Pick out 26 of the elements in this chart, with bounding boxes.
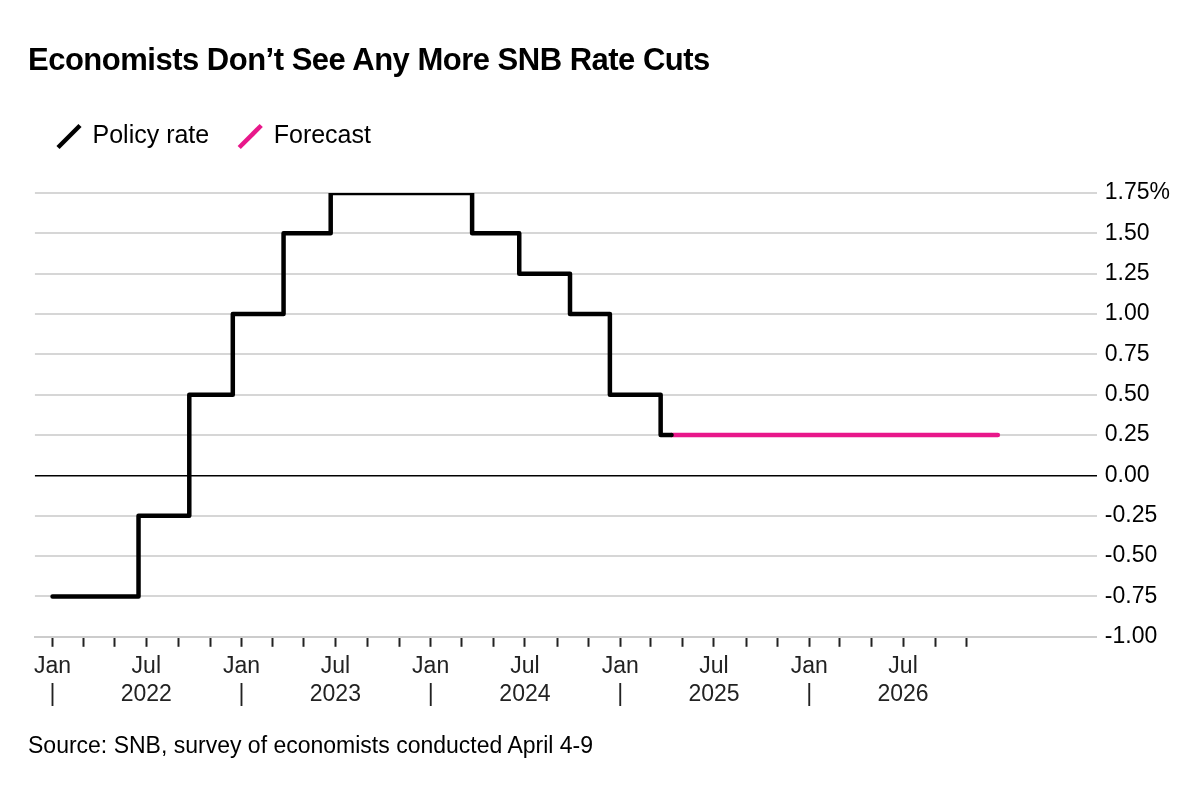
x-tick-label: Jul 2026	[877, 651, 929, 706]
x-tick-label: Jan |	[33, 651, 72, 706]
y-tick-label: 0.50	[1104, 380, 1150, 407]
y-tick-label: -0.25	[1104, 501, 1158, 528]
y-tick-label: 0.25	[1104, 420, 1150, 447]
y-tick-label: -1.00	[1104, 622, 1158, 649]
y-tick-label: 1.25	[1104, 259, 1150, 286]
x-tick-label: Jul 2024	[499, 651, 551, 706]
y-tick-label: 0.75	[1104, 339, 1150, 366]
x-tick-label: Jan |	[601, 651, 639, 706]
y-tick-label: 1.75%	[1104, 178, 1170, 205]
x-tick-label: Jan |	[412, 651, 450, 706]
x-tick-label: Jan |	[790, 651, 828, 706]
x-tick-label: Jul 2022	[120, 651, 172, 706]
x-tick-label: Jul 2023	[309, 651, 361, 706]
y-tick-label: 0.00	[1104, 460, 1150, 487]
x-tick-label: Jul 2025	[688, 651, 740, 706]
y-tick-label: -0.75	[1104, 581, 1158, 608]
source-note: Source: SNB, survey of economists conducted April 4-9	[27, 732, 595, 759]
y-tick-label: 1.00	[1104, 299, 1150, 326]
x-tick-label: Jan |	[223, 651, 261, 706]
chart-title: Economists Don’t See Any More SNB Rate Cuts	[27, 41, 711, 78]
legend-label: Policy rate	[92, 120, 210, 149]
y-tick-label: 1.50	[1104, 218, 1150, 245]
legend-label: Forecast	[273, 120, 372, 149]
y-tick-label: -0.50	[1104, 541, 1158, 568]
